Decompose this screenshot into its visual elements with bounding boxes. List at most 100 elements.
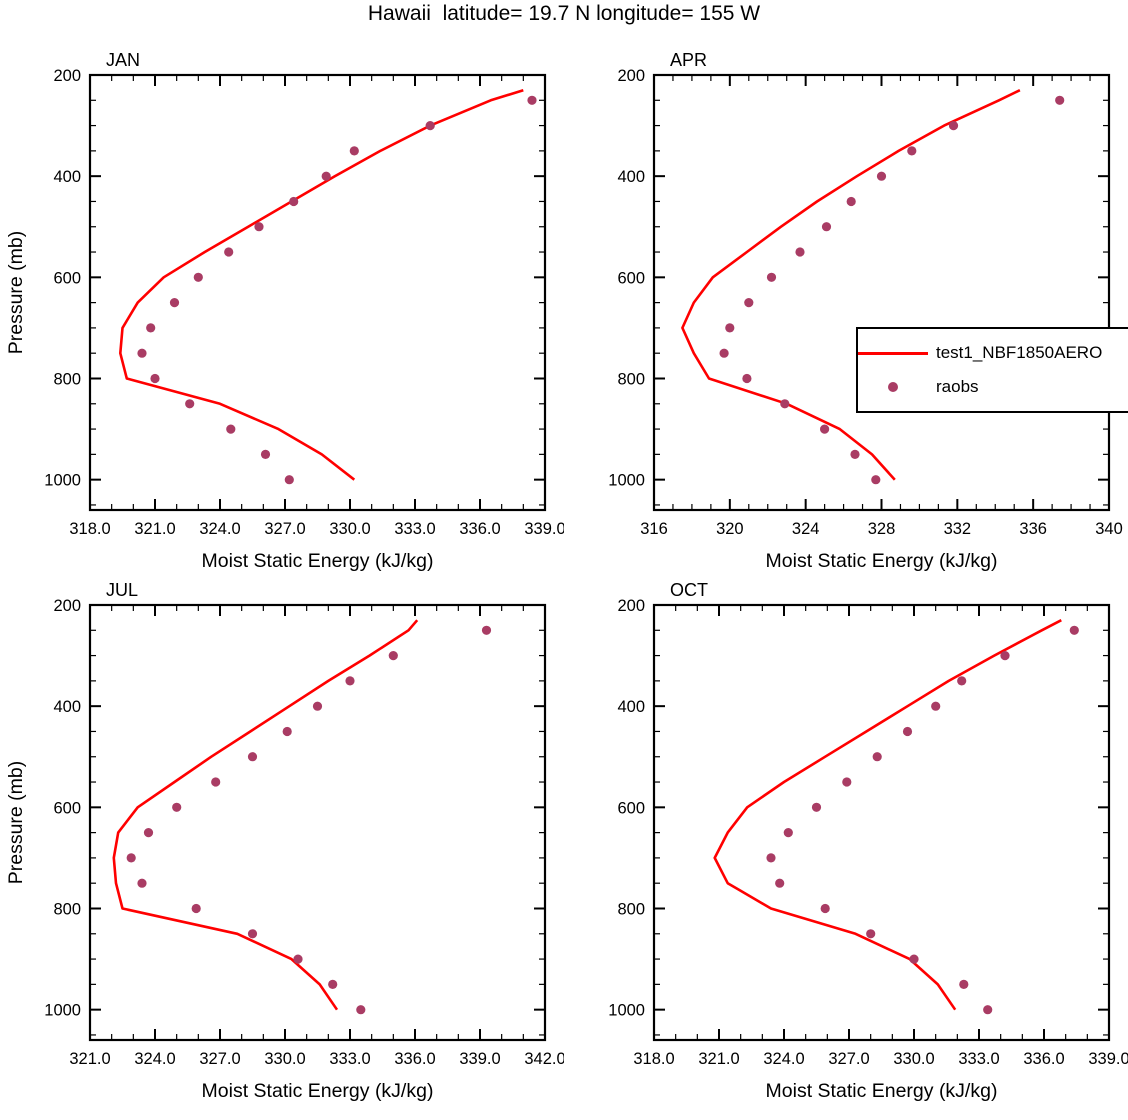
x-tick-label: 332	[944, 520, 972, 538]
model-profile-line	[112, 619, 419, 1011]
x-tick-label: 340	[1095, 520, 1123, 538]
x-tick-label: 320	[716, 520, 744, 538]
figure-title: Hawaii latitude= 19.7 N longitude= 155 W	[367, 2, 761, 25]
y-tick-label: 400	[53, 168, 81, 186]
x-tick-label: 327.0	[199, 1050, 240, 1068]
legend-sample-area	[858, 351, 928, 355]
y-axis-title: Pressure (mb)	[5, 761, 27, 885]
legend: test1_NBF1850AERO raobs	[856, 327, 1128, 413]
raobs-dot	[1069, 625, 1079, 635]
month-label: JUL	[106, 580, 138, 600]
y-tick-label: 800	[53, 900, 81, 918]
y-tick-label: 600	[53, 269, 81, 287]
raobs-dot	[842, 777, 852, 787]
raobs-dot	[137, 878, 147, 888]
x-tick-label: 339.0	[524, 520, 564, 538]
plot-border	[652, 603, 1111, 1042]
x-tick-label: 330.0	[329, 520, 370, 538]
raobs-dot	[312, 701, 323, 711]
raobs-dot	[795, 247, 805, 257]
raobs-dot	[193, 272, 203, 282]
raobs-dot	[876, 171, 887, 181]
raobs-dot	[247, 752, 258, 762]
raobs-dot	[850, 449, 860, 459]
x-tick-label: 333.0	[958, 1050, 999, 1068]
y-tick-label: 800	[617, 900, 645, 918]
panel-apr: 316 320 324 328 332 336 340 200 400 600 800 1000 APR…	[608, 50, 1123, 572]
panel-oct: 318.0 321.0 324.0 327.0 330.0 333.0 336.0 339.0…	[608, 580, 1128, 1102]
plot-border	[88, 73, 547, 512]
raobs-dot	[321, 171, 331, 181]
raobs-dot	[820, 424, 830, 434]
model-profile-line	[681, 89, 1021, 481]
raobs-dot	[909, 954, 919, 964]
raobs-dots	[719, 95, 1065, 485]
raobs-dot	[846, 196, 856, 207]
raobs-dots	[126, 625, 492, 1015]
raobs-dot	[349, 146, 359, 156]
x-tick-label: 330.0	[264, 1050, 305, 1068]
axis-ticks	[653, 604, 1110, 1040]
raobs-dot	[821, 222, 832, 232]
month-label: OCT	[670, 580, 708, 600]
y-tick-label: 600	[53, 799, 81, 817]
raobs-dot	[907, 146, 917, 156]
y-tick-label: 200	[53, 597, 81, 615]
legend-dot-label: raobs	[936, 377, 979, 396]
month-label: JAN	[106, 50, 140, 70]
raobs-dot	[282, 726, 292, 737]
y-tick-label: 600	[617, 799, 645, 817]
x-tick-label: 327.0	[828, 1050, 869, 1068]
x-tick-label: 318.0	[69, 520, 110, 538]
x-tick-label: 321.0	[698, 1050, 739, 1068]
raobs-dot	[527, 95, 537, 105]
raobs-dot	[783, 828, 793, 838]
axis-ticks	[653, 74, 1110, 510]
x-tick-label: 333.0	[394, 520, 435, 538]
raobs-dot	[931, 701, 941, 711]
raobs-dot	[211, 777, 221, 787]
plot-border	[88, 603, 547, 1042]
raobs-dot	[766, 272, 777, 282]
raobs-dot	[871, 475, 881, 485]
model-profile-line	[119, 88, 524, 481]
raobs-dot	[146, 323, 156, 333]
y-tick-label: 1000	[44, 1002, 81, 1020]
raobs-dot	[143, 828, 154, 838]
raobs-dot	[247, 929, 258, 939]
raobs-dot	[902, 726, 913, 737]
raobs-dot	[185, 399, 195, 409]
legend-dot-sample-icon	[888, 382, 898, 392]
y-tick-label: 200	[53, 67, 81, 85]
panel-jan: 318.0 321.0 324.0 327.0 330.0 333.0 336.0 339.0…	[5, 50, 564, 572]
x-tick-label: 327.0	[264, 520, 305, 538]
x-tick-label: 324	[792, 520, 820, 538]
raobs-dot	[172, 802, 182, 812]
y-tick-label: 400	[617, 698, 645, 716]
raobs-dot	[725, 323, 735, 333]
raobs-dot	[289, 196, 299, 207]
raobs-dot	[719, 348, 729, 358]
legend-sample-area	[858, 382, 928, 392]
y-tick-label: 800	[53, 370, 81, 388]
legend-line-label: test1_NBF1850AERO	[936, 343, 1103, 362]
panel-jul: 321.0 324.0 327.0 330.0 333.0 336.0 339.0 342.0…	[5, 580, 564, 1102]
x-tick-label: 321.0	[69, 1050, 110, 1068]
x-axis-title: Moist Static Energy (kJ/kg)	[202, 1080, 434, 1102]
y-tick-label: 400	[617, 168, 645, 186]
raobs-dot	[959, 979, 969, 989]
raobs-dot	[742, 373, 752, 384]
x-axis-title: Moist Static Energy (kJ/kg)	[202, 550, 434, 572]
x-tick-label: 318.0	[633, 1050, 674, 1068]
raobs-dot	[744, 298, 754, 308]
raobs-dots	[137, 95, 537, 485]
x-tick-label: 328	[868, 520, 896, 538]
raobs-dot	[820, 903, 830, 914]
raobs-dot	[293, 954, 303, 964]
raobs-dot	[284, 475, 294, 485]
raobs-dot	[983, 1005, 993, 1015]
y-tick-label: 800	[617, 370, 645, 388]
x-tick-label: 324.0	[763, 1050, 804, 1068]
raobs-dot	[126, 853, 136, 863]
